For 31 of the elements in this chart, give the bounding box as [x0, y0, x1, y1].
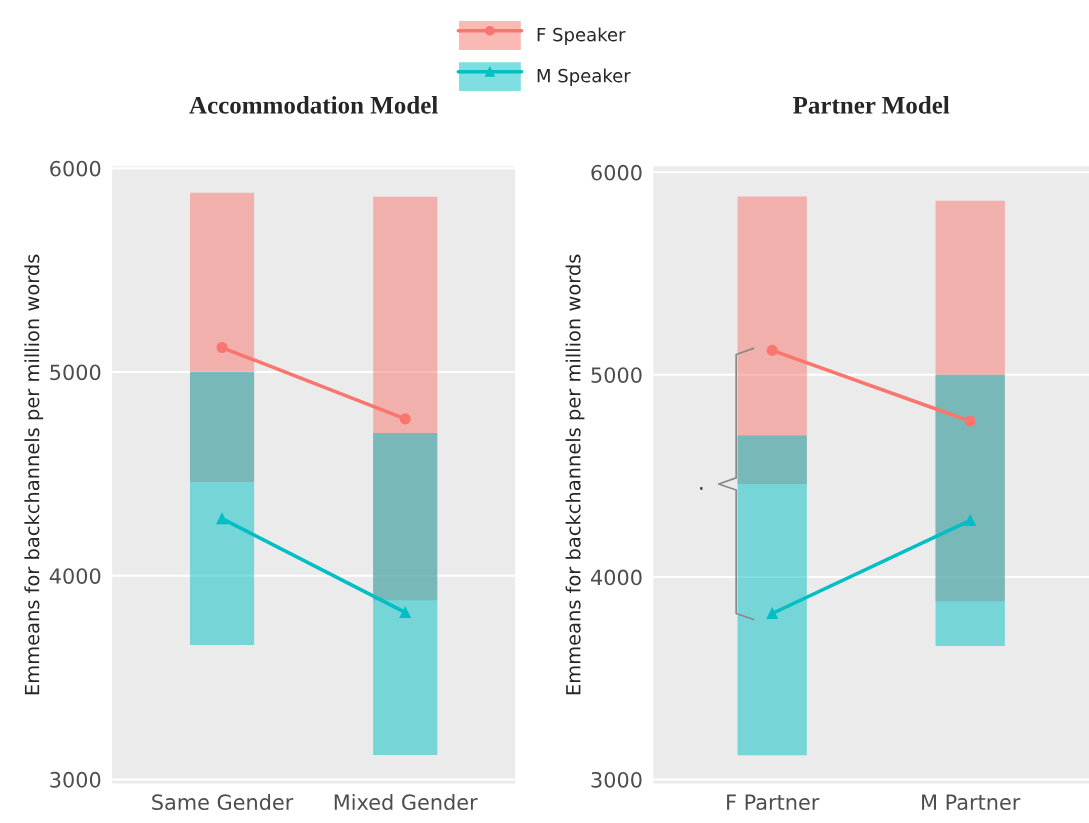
- y-axis-title: Emmeans for backchannels per million words: [24, 254, 44, 695]
- y-tick-label: 3000: [50, 771, 101, 788]
- point: [399, 413, 411, 425]
- bar: [190, 372, 255, 645]
- point: [766, 607, 778, 620]
- point: [766, 344, 778, 356]
- chart-title: Accommodation Model: [189, 96, 438, 114]
- point: [216, 341, 228, 354]
- chart-title: Partner Model: [793, 96, 950, 114]
- legend-label: M Speaker: [537, 68, 631, 86]
- x-tick-label: Mixed Gender: [334, 793, 478, 811]
- y-tick-label: 6000: [50, 160, 101, 177]
- point: [216, 513, 228, 525]
- y-tick-label: 6000: [591, 164, 642, 181]
- y-tick-label: 4000: [49, 568, 101, 584]
- point: [964, 514, 976, 526]
- x-tick-label: F Partner: [727, 794, 820, 811]
- point: [399, 606, 411, 618]
- y-axis-title: Emmeans for backchannels per million words: [565, 254, 585, 695]
- bar: [737, 435, 807, 756]
- y-tick-label: 5000: [591, 367, 642, 383]
- point: [964, 415, 976, 427]
- x-tick-label: M Partner: [922, 794, 1021, 811]
- y-tick-label: 3000: [591, 771, 642, 788]
- legend-label: F Speaker: [537, 27, 626, 45]
- annotation: .: [700, 487, 703, 490]
- y-tick-label: 5000: [50, 364, 101, 381]
- bar: [373, 433, 438, 755]
- x-tick-label: Same Gender: [152, 793, 294, 811]
- bar: [935, 374, 1005, 646]
- y-tick-label: 4000: [590, 569, 642, 586]
